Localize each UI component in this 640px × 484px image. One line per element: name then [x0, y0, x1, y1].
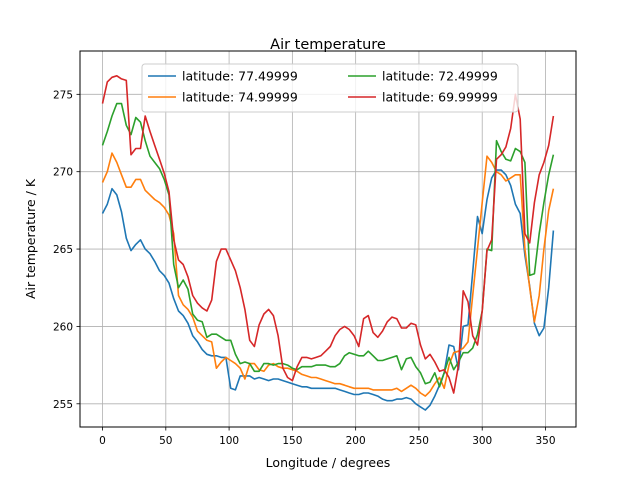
y-tick-label: 260	[53, 321, 73, 333]
grid	[80, 51, 576, 427]
x-tick-label: 200	[346, 435, 366, 447]
legend-label-3: latitude: 69.99999	[382, 90, 498, 105]
x-tick-label: 300	[472, 435, 492, 447]
series-line-0	[101, 169, 555, 411]
legend-label-0: latitude: 77.49999	[182, 69, 298, 84]
x-tick-label: 150	[282, 435, 302, 447]
legend: latitude: 77.49999 latitude: 74.99999 lati…	[141, 63, 519, 113]
axes-frame	[79, 50, 577, 428]
legend-label-1: latitude: 74.99999	[182, 90, 298, 105]
x-tick-label: 0	[99, 435, 106, 447]
series-lines	[101, 75, 555, 411]
y-tick-label: 265	[53, 244, 73, 256]
x-tick-label: 350	[535, 435, 555, 447]
legend-box	[141, 63, 519, 113]
y-tick-label: 275	[53, 89, 73, 101]
x-axis-label: Longitude / degrees	[266, 455, 391, 470]
x-tick-label: 250	[409, 435, 429, 447]
x-tick-label: 100	[219, 435, 239, 447]
y-axis-label: Air temperature / K	[23, 178, 38, 299]
chart-title: Air temperature	[270, 37, 386, 53]
y-tick-label: 270	[53, 167, 73, 179]
ticks: 0 50 100 150 200 250 300 350 255 260 265 270 275	[53, 89, 556, 447]
x-tick-label: 50	[159, 435, 172, 447]
series-line-2	[101, 102, 555, 388]
series-line-3	[101, 75, 555, 394]
legend-label-2: latitude: 72.49999	[382, 69, 498, 84]
y-tick-label: 255	[53, 399, 73, 411]
